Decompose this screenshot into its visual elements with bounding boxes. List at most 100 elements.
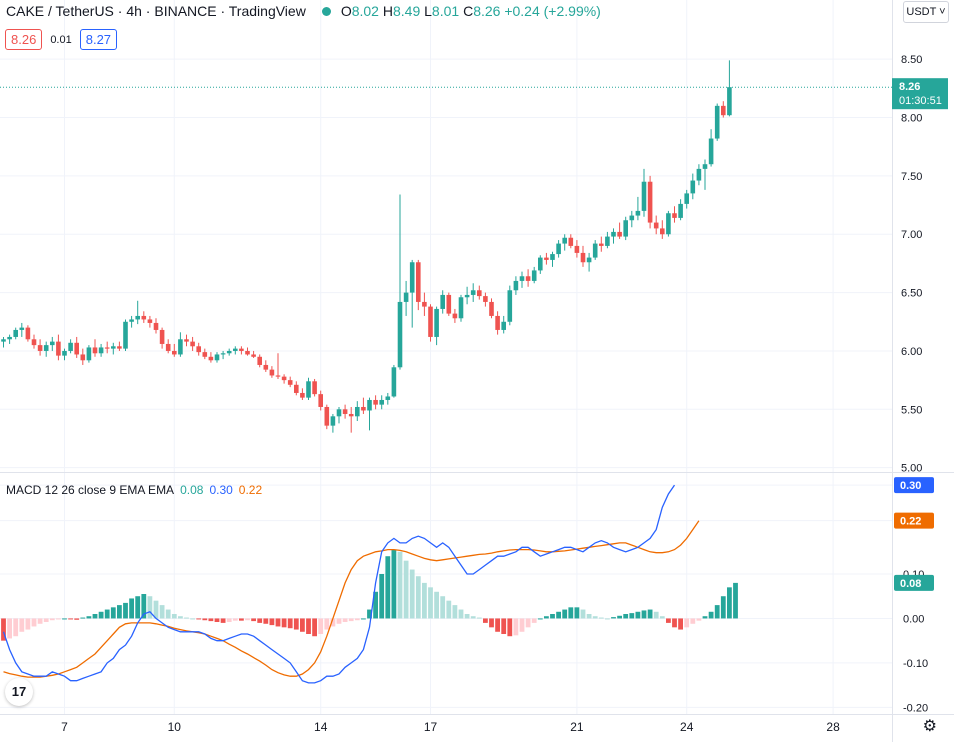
price-pane[interactable] [0,60,892,433]
macd-histogram-bar [342,618,348,622]
histogram-badge-label: 0.08 [900,578,921,590]
macd-histogram-bar [123,602,128,619]
candle-body [153,322,159,330]
symbol-title[interactable]: CAKE / TetherUS · 4h · BINANCE · Trading… [6,3,306,19]
macd-line [2,484,676,684]
macd-histogram-bar [117,605,122,619]
candle-body [574,245,580,253]
macd-histogram-bar [251,618,256,622]
macd-histogram-bar [531,618,537,623]
macd-histogram-bar [373,591,378,619]
candle-body [434,308,439,337]
candle-body [98,347,104,354]
candle-body [208,356,214,361]
candle-body [477,290,482,297]
buy-price-button[interactable]: 8.27 [79,29,118,50]
macd-histogram-bar [62,618,67,620]
candle-body [544,257,549,260]
candle-body [507,290,513,322]
candle-body [586,257,592,263]
macd-histogram-bar [550,614,555,619]
candle-body [635,210,641,216]
candle-body [196,346,201,353]
macd-histogram-bar [202,618,208,621]
candle-body [178,339,183,355]
candle-body [727,87,732,116]
macd-histogram-bar [153,600,159,619]
macd-histogram-bar [330,618,336,627]
macd-histogram-bar [592,616,598,619]
macd-histogram-bar [56,618,61,620]
time-tick-label: 10 [168,720,182,734]
candle-body [501,321,506,330]
candle-body [25,327,31,340]
macd-title: MACD 12 26 close 9 EMA EMA [6,483,175,497]
macd-histogram-bar [586,614,592,619]
candle-body [519,276,525,281]
signal-badge-label: 0.22 [900,516,921,528]
candle-body [464,294,470,298]
candle-body [599,243,604,246]
sell-price-button[interactable]: 8.26 [5,29,43,50]
candle-body [336,409,342,417]
candle-body [263,364,269,370]
time-tick-label: 7 [61,720,68,734]
candle-body [592,243,598,258]
candle-body [568,237,574,246]
macd-histogram-bar [129,598,134,619]
candle-body [483,296,488,302]
candle-body [721,105,726,116]
candle-body [470,290,476,295]
macd-tick-label: -0.20 [903,702,928,714]
candle-body [714,105,720,139]
macd-histogram-bar [690,618,696,624]
macd-pane[interactable] [1,484,738,684]
macd-histogram-bar [678,618,683,630]
candle-body [165,343,171,351]
price-tick-label: 7.00 [901,229,922,241]
tradingview-logo-icon[interactable]: 17 [5,678,33,706]
macd-histogram-bar [312,618,317,637]
macd-histogram-bar [25,618,31,630]
macd-histogram-bar [440,596,446,619]
candle-body [141,315,147,320]
candle-body [226,350,232,354]
candle-body [348,413,354,417]
macd-legend[interactable]: MACD 12 26 close 9 EMA EMA 0.08 0.30 0.22 [6,483,262,497]
macd-histogram-bar [135,596,141,619]
countdown-label: 01:30:51 [899,95,942,107]
macd-histogram-bar [147,596,153,619]
candle-body [74,342,79,355]
candle-body [367,399,372,411]
macd-histogram-bar [702,616,708,619]
candle-body [409,262,415,293]
macd-histogram-bar [733,582,738,619]
candle-body [641,181,647,211]
macd-histogram-bar [19,618,25,632]
gear-icon[interactable]: ⚙ [922,718,937,735]
macd-histogram-bar [98,611,104,619]
macd-histogram-bar [495,618,500,632]
candle-body [13,329,18,337]
signal-line [3,520,700,678]
candle-body [117,346,122,349]
candle-body [373,399,378,405]
signal-value-badge [894,512,934,529]
open-value: 8.02 [351,3,379,19]
candle-body [489,301,494,316]
candle-body [19,327,25,330]
candle-body [379,399,384,405]
currency-button[interactable]: USDT ˅ [903,1,949,23]
candle-body [111,346,116,349]
macd-histogram-bar [422,582,427,619]
macd-histogram-bar [196,618,202,620]
low-value: 8.01 [431,3,460,19]
candle-body [531,270,537,281]
signal-value: 0.30 [209,483,233,497]
currency-label: USDT [906,6,937,18]
market-status-icon [321,7,331,16]
candle-body [220,353,226,355]
candle-body [647,181,653,223]
candle-body [458,297,464,319]
